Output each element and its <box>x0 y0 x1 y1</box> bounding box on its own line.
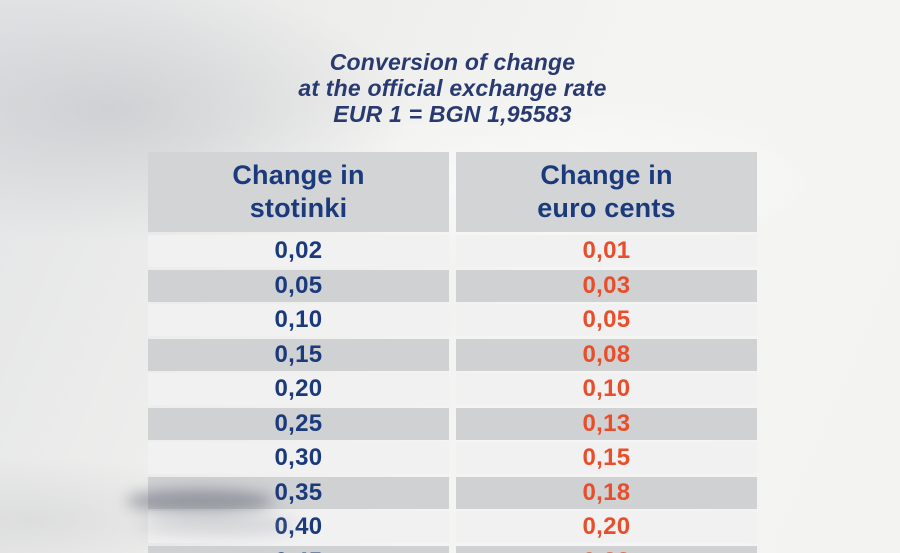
title-line-1: Conversion of change <box>329 49 576 75</box>
table-header: Change in stotinki Change in euro cents <box>148 152 757 232</box>
euro-cents-value: 0,03 <box>456 269 757 302</box>
stotinki-value: 0,25 <box>148 407 449 440</box>
background-smudge-shadow <box>138 516 298 534</box>
stotinki-value: 0,20 <box>148 373 449 405</box>
table-row: 0,30 0,15 <box>148 442 757 474</box>
table-row: 0,25 0,13 <box>148 407 757 440</box>
stotinki-value: 0,35 <box>148 476 449 509</box>
title-line-2: at the official exchange rate <box>298 75 607 101</box>
euro-cents-value: 0,20 <box>456 511 757 543</box>
table-body: 0,02 0,01 0,05 0,03 0,10 0,05 0,15 0,08 … <box>148 235 757 553</box>
table-row: 0,10 0,05 <box>148 304 757 336</box>
table-row: 0,35 0,18 <box>148 476 757 509</box>
stotinki-value: 0,30 <box>148 442 449 474</box>
page-title: Conversion of change at the official exc… <box>148 49 757 127</box>
stotinki-value: 0,40 <box>148 511 449 543</box>
header-euro-cents-line-2: euro cents <box>537 193 676 223</box>
table-row: 0,05 0,03 <box>148 269 757 302</box>
stotinki-value: 0,15 <box>148 338 449 371</box>
euro-cents-value: 0,05 <box>456 304 757 336</box>
stotinki-value: 0,05 <box>148 269 449 302</box>
stotinki-value: 0,02 <box>148 235 449 267</box>
euro-cents-value: 0,10 <box>456 373 757 405</box>
euro-cents-value: 0,15 <box>456 442 757 474</box>
header-stotinki-line-2: stotinki <box>249 193 348 223</box>
euro-cents-value: 0,08 <box>456 338 757 371</box>
euro-cents-value: 0,13 <box>456 407 757 440</box>
table-row: 0,45 0,23 <box>148 545 757 553</box>
header-change-in-stotinki: Change in stotinki <box>148 152 449 232</box>
header-euro-cents-line-1: Change in <box>540 160 673 190</box>
stotinki-value: 0,10 <box>148 304 449 336</box>
header-stotinki-line-1: Change in <box>232 160 365 190</box>
conversion-table: Change in stotinki Change in euro cents … <box>148 152 757 553</box>
euro-cents-value: 0,23 <box>456 545 757 553</box>
table-row: 0,40 0,20 <box>148 511 757 543</box>
title-line-3-exchange-rate: EUR 1 = BGN 1,95583 <box>333 101 572 127</box>
table-row: 0,20 0,10 <box>148 373 757 405</box>
euro-cents-value: 0,01 <box>456 235 757 267</box>
table-row: 0,15 0,08 <box>148 338 757 371</box>
stotinki-value: 0,45 <box>148 545 449 553</box>
background-smudge <box>126 489 274 513</box>
euro-cents-value: 0,18 <box>456 476 757 509</box>
table-row: 0,02 0,01 <box>148 235 757 267</box>
header-change-in-euro-cents: Change in euro cents <box>456 152 757 232</box>
